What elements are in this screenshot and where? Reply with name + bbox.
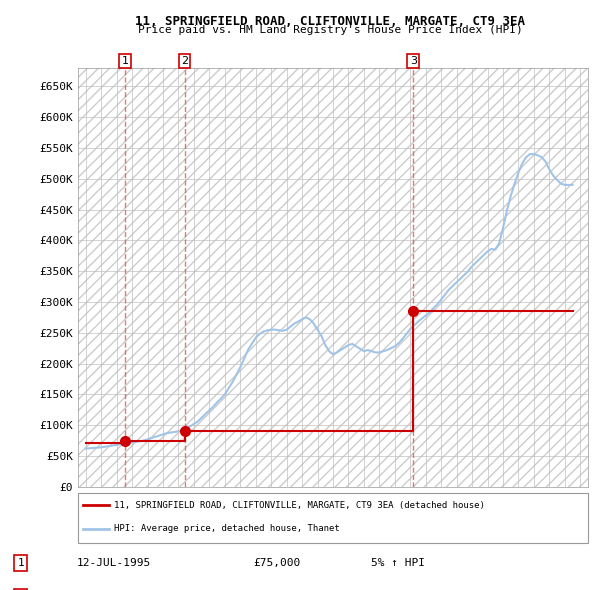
- Text: 2: 2: [181, 56, 188, 65]
- Text: HPI: Average price, detached house, Thanet: HPI: Average price, detached house, Than…: [114, 525, 340, 533]
- Text: 12-JUL-1995: 12-JUL-1995: [77, 558, 151, 568]
- Text: Price paid vs. HM Land Registry's House Price Index (HPI): Price paid vs. HM Land Registry's House …: [137, 25, 523, 35]
- Text: 11, SPRINGFIELD ROAD, CLIFTONVILLE, MARGATE, CT9 3EA (detached house): 11, SPRINGFIELD ROAD, CLIFTONVILLE, MARG…: [114, 501, 485, 510]
- FancyBboxPatch shape: [78, 493, 588, 543]
- Text: 11, SPRINGFIELD ROAD, CLIFTONVILLE, MARGATE, CT9 3EA: 11, SPRINGFIELD ROAD, CLIFTONVILLE, MARG…: [135, 15, 525, 28]
- Text: 5% ↑ HPI: 5% ↑ HPI: [371, 558, 425, 568]
- Text: 1: 1: [121, 56, 128, 65]
- Text: 1: 1: [17, 558, 24, 568]
- Text: £75,000: £75,000: [253, 558, 300, 568]
- Text: 3: 3: [410, 56, 417, 65]
